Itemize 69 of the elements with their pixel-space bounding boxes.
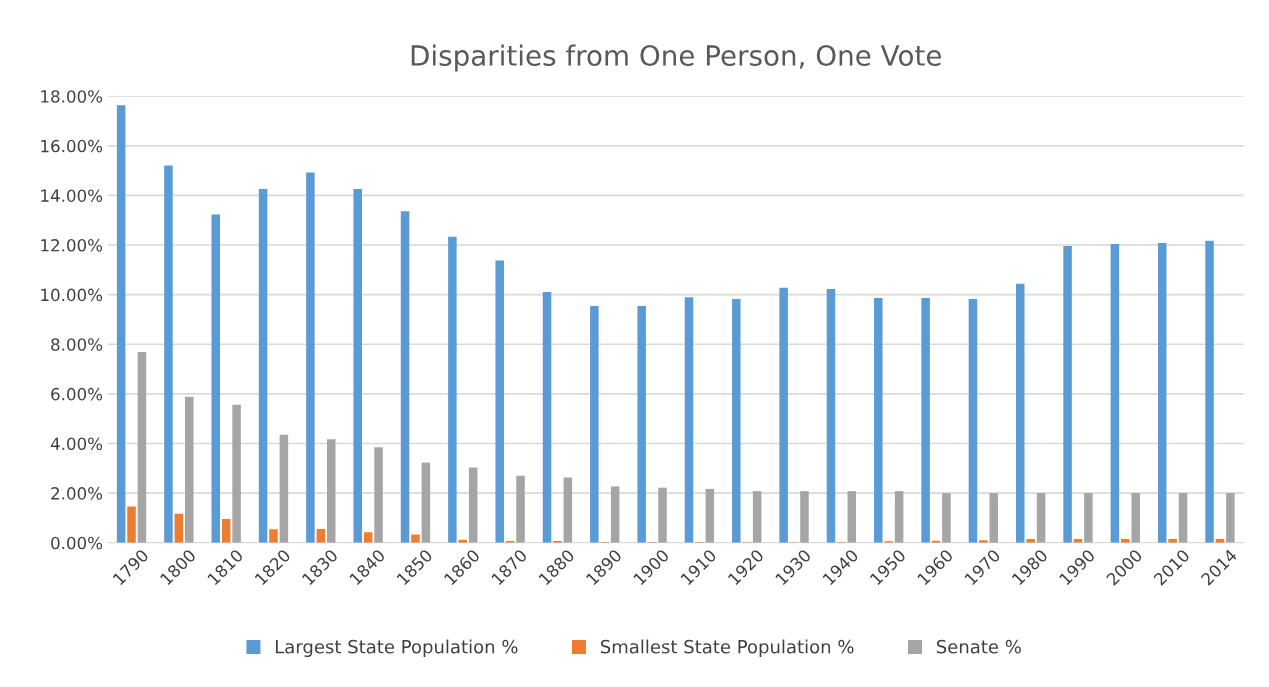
y-tick-label: 0.00% xyxy=(51,536,103,550)
bar xyxy=(1226,493,1235,543)
bar xyxy=(116,105,126,543)
bar xyxy=(826,288,836,543)
bar xyxy=(185,396,194,543)
bar xyxy=(448,236,457,543)
bar xyxy=(921,298,930,543)
legend-label: Senate % xyxy=(936,639,1021,654)
bar xyxy=(1063,246,1072,543)
bar xyxy=(411,534,420,543)
bar xyxy=(800,491,809,543)
bar xyxy=(127,506,136,543)
y-tick-label: 18.00% xyxy=(41,90,103,103)
bar xyxy=(610,486,620,543)
bar xyxy=(221,518,231,543)
bar xyxy=(174,513,184,543)
bar xyxy=(374,447,383,543)
bar xyxy=(1016,283,1025,543)
legend-label: Smallest State Population % xyxy=(600,639,854,658)
bar xyxy=(232,404,241,543)
bar xyxy=(1110,244,1120,543)
bar xyxy=(1036,493,1046,543)
bar xyxy=(468,467,478,543)
bar xyxy=(316,529,326,543)
bar xyxy=(1205,240,1214,543)
bar xyxy=(326,439,336,543)
y-tick-label: 12.00% xyxy=(41,238,103,252)
bar xyxy=(658,487,667,543)
bar xyxy=(495,260,504,543)
bar xyxy=(942,493,951,543)
bar xyxy=(637,306,646,543)
bar xyxy=(421,462,431,543)
y-tick-label: 14.00% xyxy=(41,189,103,202)
bar xyxy=(258,188,268,543)
bar xyxy=(306,172,315,543)
y-tick-label: 6.00% xyxy=(51,387,103,401)
bar xyxy=(779,287,788,543)
y-tick-label: 2.00% xyxy=(51,487,103,500)
bar xyxy=(752,491,762,543)
bar xyxy=(894,491,904,543)
bar xyxy=(542,291,552,543)
chart-title: Disparities from One Person, One Vote xyxy=(411,44,941,72)
bar xyxy=(1084,493,1093,543)
bar xyxy=(400,211,410,543)
bar xyxy=(989,493,999,543)
bar xyxy=(269,529,278,543)
y-tick-label: 10.00% xyxy=(41,288,103,302)
bar xyxy=(164,165,173,543)
bar xyxy=(705,488,715,543)
bar xyxy=(847,491,857,543)
bar xyxy=(1178,493,1188,543)
y-tick-label: 4.00% xyxy=(50,437,103,451)
bar xyxy=(590,306,599,543)
y-tick-label: 16.00% xyxy=(41,139,103,153)
y-tick-label: 8.00% xyxy=(51,338,103,351)
bar xyxy=(1157,243,1167,543)
bar xyxy=(684,297,694,543)
legend-label: Largest State Population % xyxy=(275,639,518,658)
bar xyxy=(279,434,289,543)
bar xyxy=(874,298,883,543)
bar xyxy=(516,475,525,543)
bar xyxy=(968,299,978,543)
bar xyxy=(353,188,362,543)
bar xyxy=(1131,493,1140,543)
bar xyxy=(363,532,373,543)
bar xyxy=(211,214,221,543)
bar xyxy=(732,299,741,543)
bar xyxy=(563,477,573,543)
bar xyxy=(137,351,147,543)
